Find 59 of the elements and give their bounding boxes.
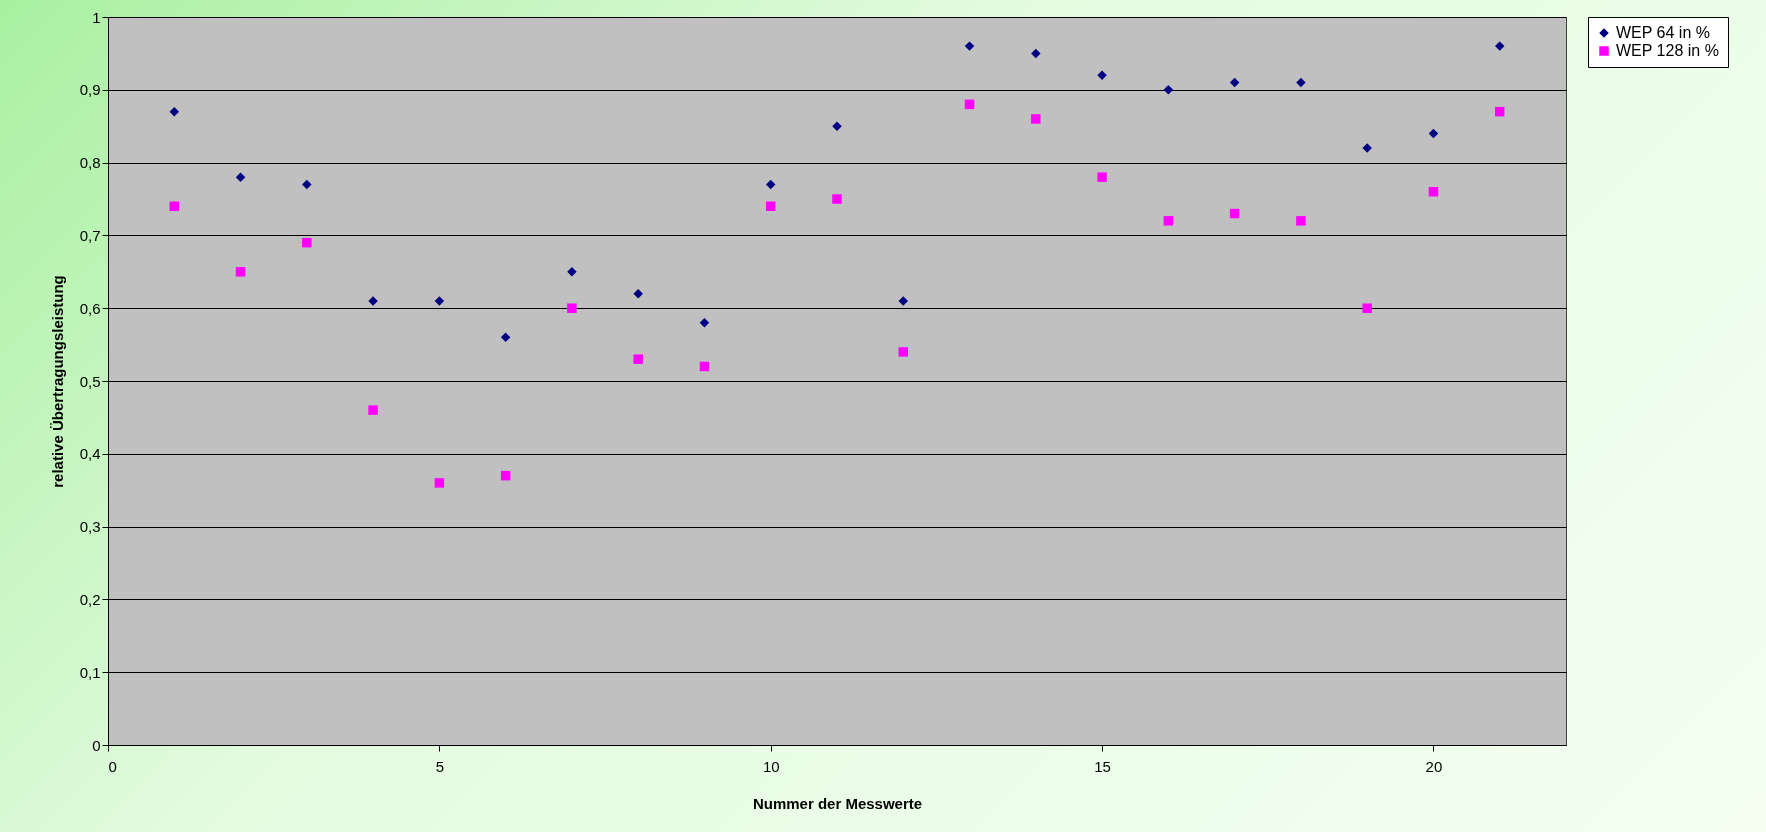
x-tick-label: 20 [1425, 757, 1443, 775]
point [633, 288, 643, 299]
y-tick-label: 1 [92, 8, 101, 26]
point [1097, 172, 1107, 182]
y-tick-label: 0,7 [79, 226, 101, 244]
point [699, 361, 710, 372]
point [1097, 70, 1107, 80]
point [1163, 216, 1174, 226]
y-tick-label: 0,6 [79, 299, 101, 317]
point [235, 172, 246, 182]
y-tick-label: 0,8 [79, 154, 101, 172]
point [500, 332, 511, 343]
x-tick-label: 15 [1094, 757, 1111, 775]
y-tick-label: 0,2 [79, 590, 101, 608]
point [964, 99, 975, 110]
y-tick-label: 0,4 [79, 445, 101, 463]
y-tick-label: 0,3 [79, 518, 101, 536]
point [964, 41, 975, 51]
point [169, 201, 180, 212]
point [765, 179, 776, 190]
x-tick-label: 5 [435, 757, 445, 775]
point [1163, 85, 1174, 95]
point [302, 237, 312, 248]
point [1229, 208, 1240, 219]
x-tick-label: 0 [108, 757, 117, 775]
point [1494, 106, 1505, 117]
point [1296, 77, 1306, 88]
point [567, 267, 577, 277]
point [1428, 128, 1439, 139]
legend-label: WEP 64 in % [1616, 24, 1710, 41]
point [1031, 48, 1041, 59]
point [1296, 216, 1306, 226]
point [302, 179, 312, 190]
point [898, 296, 909, 306]
y-axis-title: relative Übertragungsleistung [48, 275, 66, 488]
point [699, 318, 710, 328]
y-tick-label: 0 [92, 736, 101, 754]
x-axis-title: Nummer der Messwerte [752, 794, 923, 812]
y-tick-label: 0,5 [79, 372, 101, 390]
point [1229, 77, 1240, 88]
legend-label: WEP 128 in % [1616, 42, 1719, 59]
point [633, 354, 643, 364]
point [368, 405, 378, 415]
point [1362, 303, 1372, 313]
x-tick-label: 10 [762, 757, 780, 775]
point [235, 267, 246, 277]
point [898, 347, 909, 357]
y-tick-label: 0,1 [79, 663, 101, 681]
point [567, 303, 577, 313]
point [765, 201, 776, 212]
point [434, 296, 445, 306]
point [169, 106, 180, 117]
point [500, 470, 511, 481]
y-tick-label: 0,9 [79, 81, 101, 99]
point [832, 194, 842, 204]
point [1494, 41, 1505, 51]
point [1031, 114, 1041, 124]
point [1428, 186, 1439, 197]
point [434, 478, 445, 488]
